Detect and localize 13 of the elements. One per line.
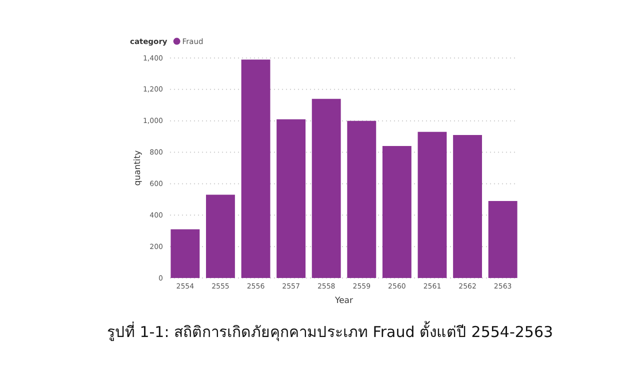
bar [488, 201, 518, 278]
bar [418, 132, 447, 278]
bar [453, 135, 482, 278]
bar [347, 120, 376, 278]
bar [170, 229, 200, 278]
bar [241, 60, 270, 278]
bar [382, 146, 412, 278]
bar [276, 119, 306, 278]
bar [312, 98, 341, 278]
text: รูปที่ 1-1: สถิติการเกิดภัยคุกคามประเภท Fraud ตั้งแต่ปี 2554-2563 [106, 321, 554, 342]
bar [206, 194, 235, 278]
x-axis-title: Year [334, 296, 354, 306]
y-axis-title: quantity [133, 150, 143, 186]
